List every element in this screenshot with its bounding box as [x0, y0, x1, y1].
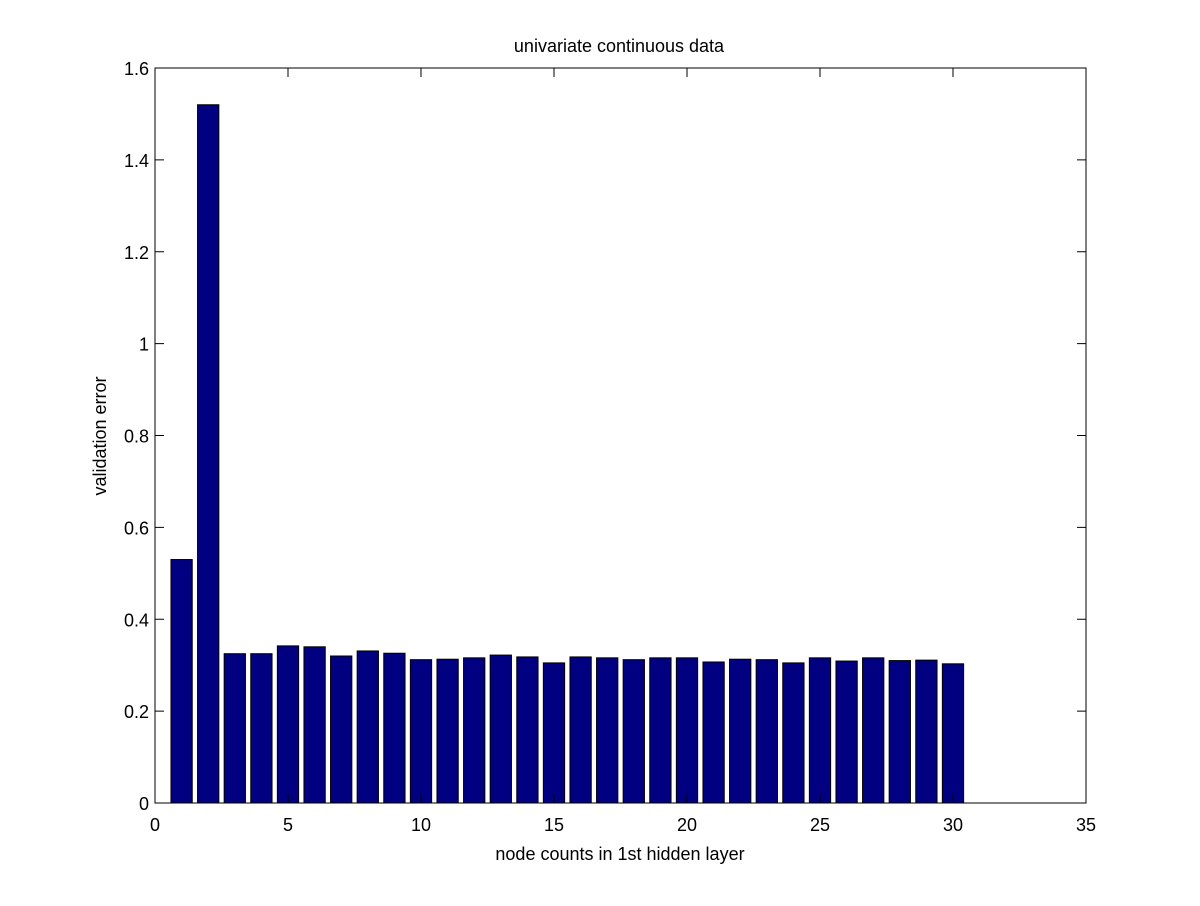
bar-30: [941, 663, 965, 804]
tick-group: 0 5 10 15 20 25 30 35 0 0.2 0.4 0.6 0.8 1 1.2 1.4 1.6: [124, 59, 1096, 835]
bar-23: [755, 659, 778, 804]
y-tick-label: 0.6: [124, 518, 149, 538]
bar-20: [675, 657, 699, 804]
bar-19: [649, 657, 672, 804]
bar-16: [569, 656, 592, 804]
x-tick-label: 15: [544, 815, 564, 835]
bar-12: [463, 657, 486, 804]
bar-17: [596, 657, 619, 804]
bar-9: [383, 652, 406, 804]
x-tick-label: 35: [1076, 815, 1096, 835]
x-axis-label: node counts in 1st hidden layer: [495, 844, 744, 864]
bar-25: [808, 657, 832, 804]
x-tick-label: 5: [283, 815, 293, 835]
bar-7: [330, 655, 353, 804]
y-tick-label: 0: [139, 794, 149, 814]
bar-15: [542, 662, 566, 804]
y-tick-label: 1: [139, 335, 149, 355]
y-tick-label: 1.2: [124, 243, 149, 263]
bar-13: [489, 654, 512, 804]
bar-8: [356, 650, 379, 804]
bar-18: [622, 659, 645, 804]
bar-29: [915, 659, 938, 804]
bar-27: [862, 657, 885, 804]
bar-11: [436, 658, 459, 804]
y-axis-label: validation error: [90, 376, 110, 495]
bar-4: [250, 653, 273, 804]
bar-28: [888, 660, 911, 804]
x-tick-label: 0: [150, 815, 160, 835]
bar-3: [223, 653, 246, 804]
bar-1: [170, 559, 193, 804]
plot-area-frame: [154, 67, 1087, 804]
bar-2: [197, 104, 220, 804]
x-tick-label: 25: [810, 815, 830, 835]
bar-22: [729, 658, 752, 804]
bar-6: [303, 646, 326, 804]
bar-14: [516, 656, 539, 804]
bar-24: [782, 662, 805, 804]
y-tick-label: 0.4: [124, 610, 149, 630]
y-tick-label: 0.2: [124, 702, 149, 722]
bar-26: [835, 660, 858, 804]
bar-10: [409, 659, 433, 804]
x-tick-label: 10: [411, 815, 431, 835]
x-tick-label: 20: [677, 815, 697, 835]
bar-21: [702, 661, 725, 804]
x-tick-label: 30: [943, 815, 963, 835]
bar-5: [276, 645, 300, 804]
y-tick-label: 1.4: [124, 151, 149, 171]
chart-title: univariate continuous data: [514, 36, 725, 56]
bar-group: [170, 104, 965, 804]
y-tick-label: 1.6: [124, 59, 149, 79]
y-tick-label: 0.8: [124, 427, 149, 447]
